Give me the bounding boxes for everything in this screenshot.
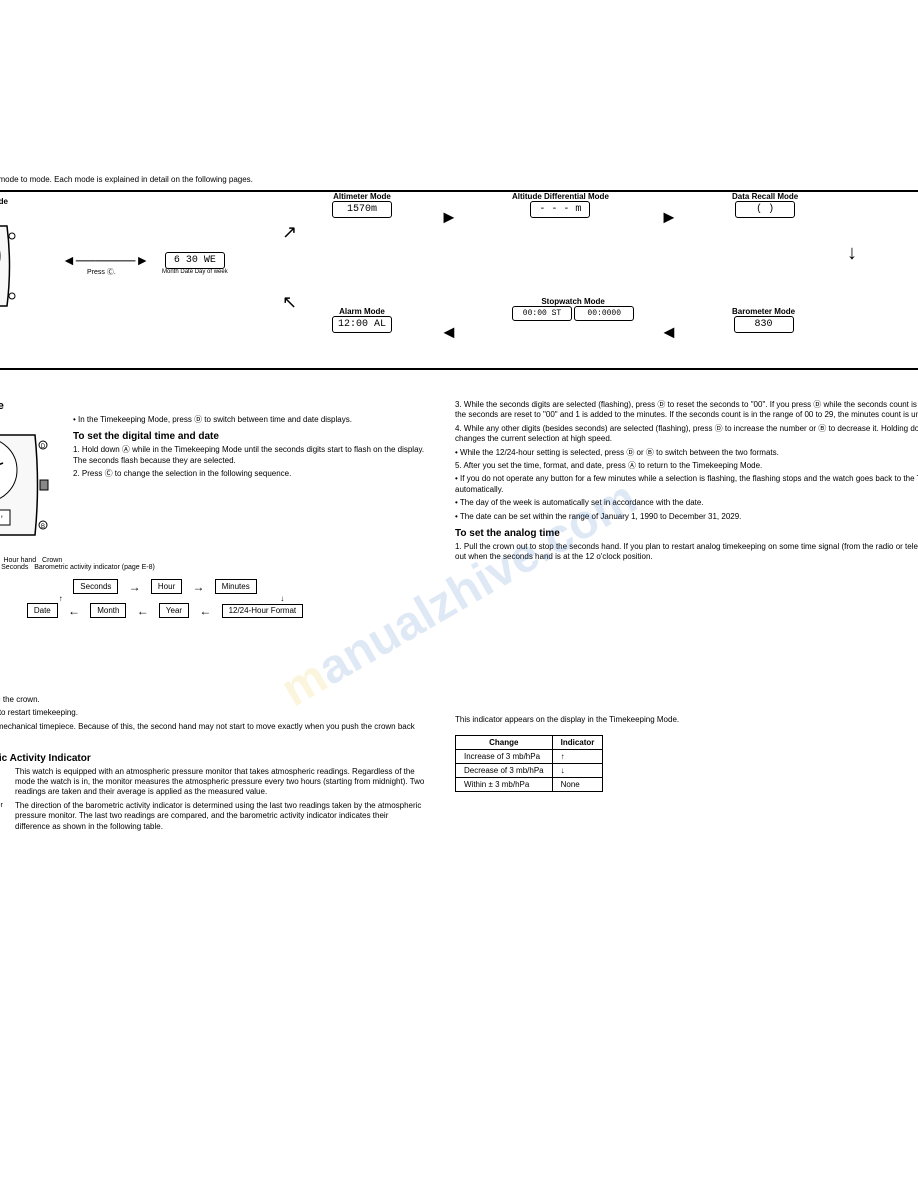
arrow-up-left: ↖	[282, 292, 297, 313]
altdiff-label: Altitude Differential Mode	[512, 192, 609, 201]
arrow-down: ↓	[847, 242, 857, 265]
tk-step5: 5. After you set the time, format, and d…	[455, 461, 918, 471]
table-header-indicator: Indicator	[552, 736, 603, 750]
table-row: Increase of 3 mb/hPa ↑	[456, 750, 603, 764]
mode-cycle-box: Timekeeping Mode 10:08 45' Sensor Time	[0, 190, 918, 370]
baro-table-note: This indicator appears on the display in…	[455, 715, 918, 725]
press-c-label: Press Ⓒ.	[87, 267, 116, 277]
timekeeping-mode-label: Timekeeping Mode	[0, 197, 27, 206]
table-cell: ↓	[552, 764, 603, 778]
watch-illustration: 10:08 45'	[0, 211, 27, 321]
page-container: manualzhive.com General Guide • Press Ⓒ …	[0, 135, 918, 1053]
stopwatch-display-bot: 00:0000	[574, 306, 634, 321]
table-cell: None	[552, 778, 603, 792]
table-cell: Within ± 3 mb/hPa	[456, 778, 553, 792]
arrow-right-1: ◄──────►	[62, 252, 149, 268]
baro-indicator-label: Barometric activity indicator	[0, 802, 15, 809]
stopwatch-label: Stopwatch Mode	[512, 297, 634, 306]
tk-set-title: To set the digital time and date	[73, 431, 425, 442]
flow-hour: Hour	[151, 579, 182, 594]
tk-step4: 4. While any other digits (besides secon…	[455, 424, 918, 445]
dow-label: Day of week	[195, 269, 228, 275]
barometer-display: 830	[734, 316, 794, 333]
analog-step2: 2. Set the hands by turning the crown.	[0, 695, 425, 705]
tk-note1: • If you do not operate any button for a…	[455, 474, 918, 495]
flow-format: 12/24-Hour Format	[222, 604, 304, 618]
tk-step1: 1. Hold down Ⓐ while in the Timekeeping …	[73, 445, 425, 466]
date-display: 6 30 WE	[165, 252, 225, 269]
alarm-container: Alarm Mode 12:00 AL	[332, 307, 392, 333]
time-label: Time	[0, 333, 27, 340]
arrow-down-right: ↗	[282, 222, 297, 243]
arrow-bot-1: ◄	[660, 322, 678, 343]
svg-text:10:08 45': 10:08 45'	[0, 516, 4, 524]
baro-table: Change Indicator Increase of 3 mb/hPa ↑ …	[455, 735, 603, 792]
stopwatch-container: Stopwatch Mode 00:00 ST 00:0000	[512, 297, 634, 321]
lbl-crown: Crown	[42, 557, 62, 564]
analog-continued: 2. Set the hands by turning the crown. 3…	[0, 695, 425, 835]
barometer-label: Barometer Mode	[732, 307, 795, 316]
alarm-label: Alarm Mode	[332, 307, 392, 316]
tk-note3: • The date can be set within the range o…	[455, 512, 918, 522]
datarecall-display: ( )	[735, 201, 795, 218]
timekeeping-watch-container: Timekeeping Mode 10:08 45' Sensor Time	[0, 197, 27, 340]
baro-title: About the Barometric Activity Indicator	[0, 753, 425, 764]
altimeter-display: 1570m	[332, 201, 392, 218]
tk-step3: 3. While the seconds digits are selected…	[455, 400, 918, 421]
flow-seconds: Seconds	[73, 579, 118, 594]
general-guide-section: General Guide • Press Ⓒ to change from m…	[0, 160, 918, 370]
datarecall-label: Data Recall Mode	[732, 192, 798, 201]
table-row: Decrease of 3 mb/hPa ↓	[456, 764, 603, 778]
date-display-container: 6 30 WE Month Date Day of week	[162, 252, 228, 275]
timekeeping-watch-detail: 10:08 45' A D C B	[0, 415, 65, 555]
table-row: Within ± 3 mb/hPa None	[456, 778, 603, 792]
analog-step1: 1. Pull the crown out to stop the second…	[455, 542, 918, 563]
lbl-baro-ind: Barometric activity indicator (page E-8)	[34, 564, 155, 571]
barometer-container: Barometer Mode 830	[732, 307, 795, 333]
tk-note2: • The day of the week is automatically s…	[455, 498, 918, 508]
arrow-bot-2: ◄	[440, 322, 458, 343]
baro-text2: The direction of the barometric activity…	[15, 801, 425, 832]
flow-date: Date	[27, 603, 58, 618]
general-guide-title: General Guide	[0, 160, 918, 172]
flow-minutes: Minutes	[215, 579, 257, 594]
date-sublabel: Date	[180, 269, 193, 275]
analog-note: • Analog time is kept by a mechanical ti…	[0, 722, 425, 743]
tk-step2: 2. Press Ⓒ to change the selection in th…	[73, 469, 425, 479]
general-guide-intro: • Press Ⓒ to change from mode to mode. E…	[0, 175, 918, 185]
altimeter-container: Altimeter Mode 1570m	[332, 192, 392, 218]
timekeeping-title: Timekeeping Mode	[0, 400, 425, 412]
altdiff-container: Altitude Differential Mode - - - m	[512, 192, 609, 218]
tk-bullet1: • In the Timekeeping Mode, press Ⓓ to sw…	[73, 415, 425, 425]
flow-year: Year	[159, 603, 189, 618]
sensor-label: Sensor	[0, 326, 27, 333]
flow-month: Month	[90, 603, 126, 618]
lbl-seconds: Seconds	[1, 564, 28, 571]
svg-text:D: D	[41, 444, 46, 450]
svg-text:B: B	[41, 524, 45, 530]
datarecall-container: Data Recall Mode ( )	[732, 192, 798, 218]
lbl-hour-hand: Hour hand	[3, 557, 36, 564]
setting-flow-diagram: Seconds → Hour → Minutes ↑ ↓ Date ← Mont…	[0, 579, 425, 618]
timekeeping-section-right: 3. While the seconds digits are selected…	[455, 400, 918, 566]
table-cell: ↑	[552, 750, 603, 764]
arrow-top-2: ►	[660, 207, 678, 228]
baro-table-section: This indicator appears on the display in…	[455, 715, 918, 792]
analog-step3: 3. Push the crown back in to restart tim…	[0, 708, 425, 718]
alarm-display: 12:00 AL	[332, 316, 392, 333]
table-cell: Increase of 3 mb/hPa	[456, 750, 553, 764]
stopwatch-display-top: 00:00 ST	[512, 306, 572, 321]
tk-step4b: • While the 12/24-hour setting is select…	[455, 448, 918, 458]
altimeter-label: Altimeter Mode	[332, 192, 392, 201]
timekeeping-section-left: Timekeeping Mode 10:08 45' A D C B	[0, 400, 425, 626]
table-header-change: Change	[456, 736, 553, 750]
month-label: Month	[162, 269, 179, 275]
arrow-top-1: ►	[440, 207, 458, 228]
altdiff-display: - - - m	[530, 201, 590, 218]
analog-title: To set the analog time	[455, 528, 918, 539]
table-cell: Decrease of 3 mb/hPa	[456, 764, 553, 778]
baro-text1: This watch is equipped with an atmospher…	[15, 767, 425, 798]
